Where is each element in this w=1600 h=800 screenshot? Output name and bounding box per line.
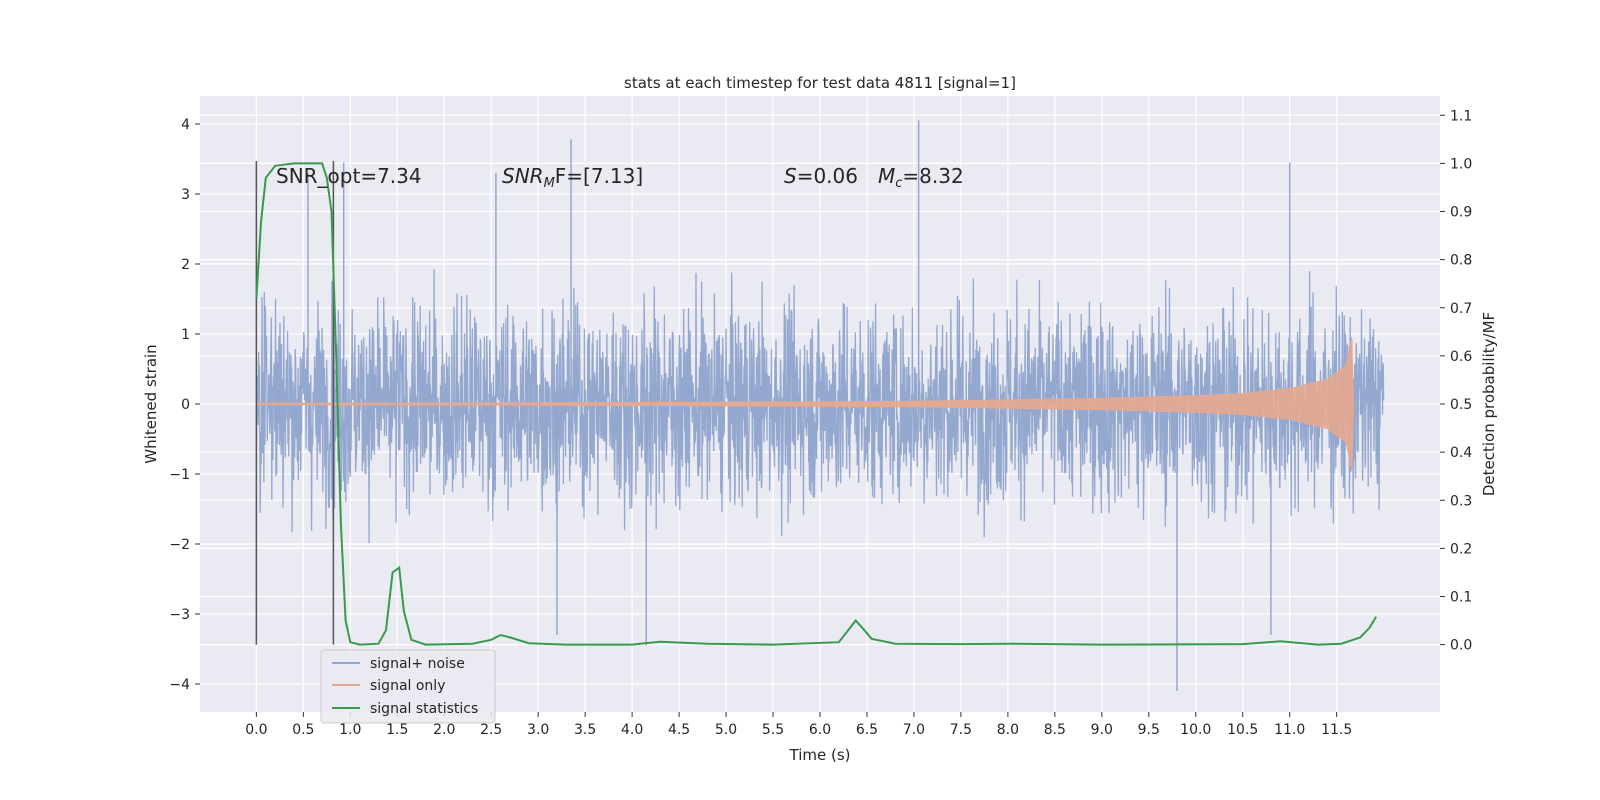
signal-statistics-line: [255, 162, 1377, 646]
y-tick-labels-right: 1.1 1.0 0.9 0.8 0.7 0.6 0.5 0.4 0.3 0.2 0.1 0.0: [1440, 108, 1472, 654]
s-var: S: [784, 164, 797, 188]
y-tick-label-right: 0.2: [1450, 541, 1472, 557]
chart-title: stats at each timestep for test data 481…: [624, 74, 1016, 92]
signal-noise-series: [255, 120, 1385, 691]
y-tick-label-left: −2: [169, 537, 190, 553]
y-tick-label-right: 0.6: [1450, 349, 1472, 365]
x-tick-label: 2.5: [480, 722, 502, 738]
y-tick-label-left: 4: [181, 117, 190, 133]
mc-var: M: [878, 164, 895, 188]
x-tick-label: 5.0: [715, 722, 737, 738]
x-tick-label: 2.0: [433, 722, 455, 738]
y-tick-label-left: 2: [181, 257, 190, 273]
x-tick-label: 7.0: [903, 722, 925, 738]
x-tick-label: 7.5: [950, 722, 972, 738]
x-tick-label: 6.5: [856, 722, 878, 738]
legend: signal+ noise signal only signal statist…: [320, 649, 496, 724]
y-tick-label-right: 0.0: [1450, 638, 1472, 654]
snr-mf-base: SNR: [502, 164, 544, 188]
x-tick-label: 3.5: [574, 722, 596, 738]
y-tick-label-left: −3: [169, 607, 190, 623]
mc-sub: c: [895, 176, 902, 191]
legend-box: [320, 649, 496, 724]
x-tick-label: 11.5: [1321, 722, 1352, 738]
x-tick-label: 1.5: [386, 722, 408, 738]
signal-only-series: [255, 337, 1355, 471]
y-tick-label-left: 1: [181, 327, 190, 343]
annotation-snr-opt: SNR_opt=7.34: [276, 164, 422, 188]
annotation-s: S=0.06: [784, 164, 858, 188]
y-tick-label-right: 0.5: [1450, 397, 1472, 413]
y-tick-label-left: −1: [169, 467, 190, 483]
x-tick-label: 3.0: [527, 722, 549, 738]
x-tick-label: 0.5: [292, 722, 314, 738]
y-tick-label-right: 0.8: [1450, 253, 1472, 269]
y-tick-label-right: 1.1: [1450, 108, 1472, 124]
x-tick-label: 8.5: [1044, 722, 1066, 738]
x-tick-label: 6.0: [809, 722, 831, 738]
y-tick-label-left: −4: [169, 677, 190, 693]
y-axis-label-left: Whitened strain: [142, 344, 160, 463]
y-tick-label-left: 3: [181, 187, 190, 203]
x-tick-label: 8.0: [997, 722, 1019, 738]
x-tick-label: 11.0: [1274, 722, 1305, 738]
x-tick-label: 4.0: [621, 722, 643, 738]
annotation-snr-mf: SNRMF=[7.13]: [502, 164, 643, 191]
legend-label-signal-noise: signal+ noise: [370, 656, 465, 672]
y-tick-label-right: 0.1: [1450, 590, 1472, 606]
x-tick-label: 1.0: [339, 722, 361, 738]
mc-val: =8.32: [902, 164, 963, 188]
y-axis-label-right: Detection probability/MF: [1480, 312, 1498, 496]
x-tick-label: 0.0: [245, 722, 267, 738]
y-tick-labels-left: 4 3 2 1 0 −1 −2 −3 −4: [169, 117, 200, 693]
x-tick-label: 4.5: [668, 722, 690, 738]
x-tick-label: 5.5: [762, 722, 784, 738]
x-tick-labels: 0.0 0.5 1.0 1.5 2.0 2.5 3.0 3.5 4.0 4.5 5.0 5.5 6.0 6…: [245, 712, 1352, 738]
y-tick-label-left: 0: [181, 397, 190, 413]
y-tick-label-right: 0.9: [1450, 205, 1472, 221]
signal-statistics-series: [255, 162, 1377, 646]
s-val: =0.06: [797, 164, 858, 188]
x-tick-label: 10.0: [1180, 722, 1211, 738]
legend-label-signal-only: signal only: [370, 678, 445, 694]
y-tick-label-right: 0.3: [1450, 493, 1472, 509]
snr-mf-sub: M: [544, 176, 555, 191]
x-axis-label: Time (s): [789, 746, 851, 764]
y-tick-label-right: 1.0: [1450, 156, 1472, 172]
legend-label-signal-statistics: signal statistics: [370, 701, 478, 717]
x-tick-label: 9.0: [1091, 722, 1113, 738]
snr-mf-rest: F=[7.13]: [555, 164, 643, 188]
x-tick-label: 9.5: [1138, 722, 1160, 738]
y-tick-label-right: 0.7: [1450, 301, 1472, 317]
annotation-mc: Mc=8.32: [878, 164, 964, 191]
y-tick-label-right: 0.4: [1450, 445, 1472, 461]
x-tick-label: 10.5: [1227, 722, 1258, 738]
